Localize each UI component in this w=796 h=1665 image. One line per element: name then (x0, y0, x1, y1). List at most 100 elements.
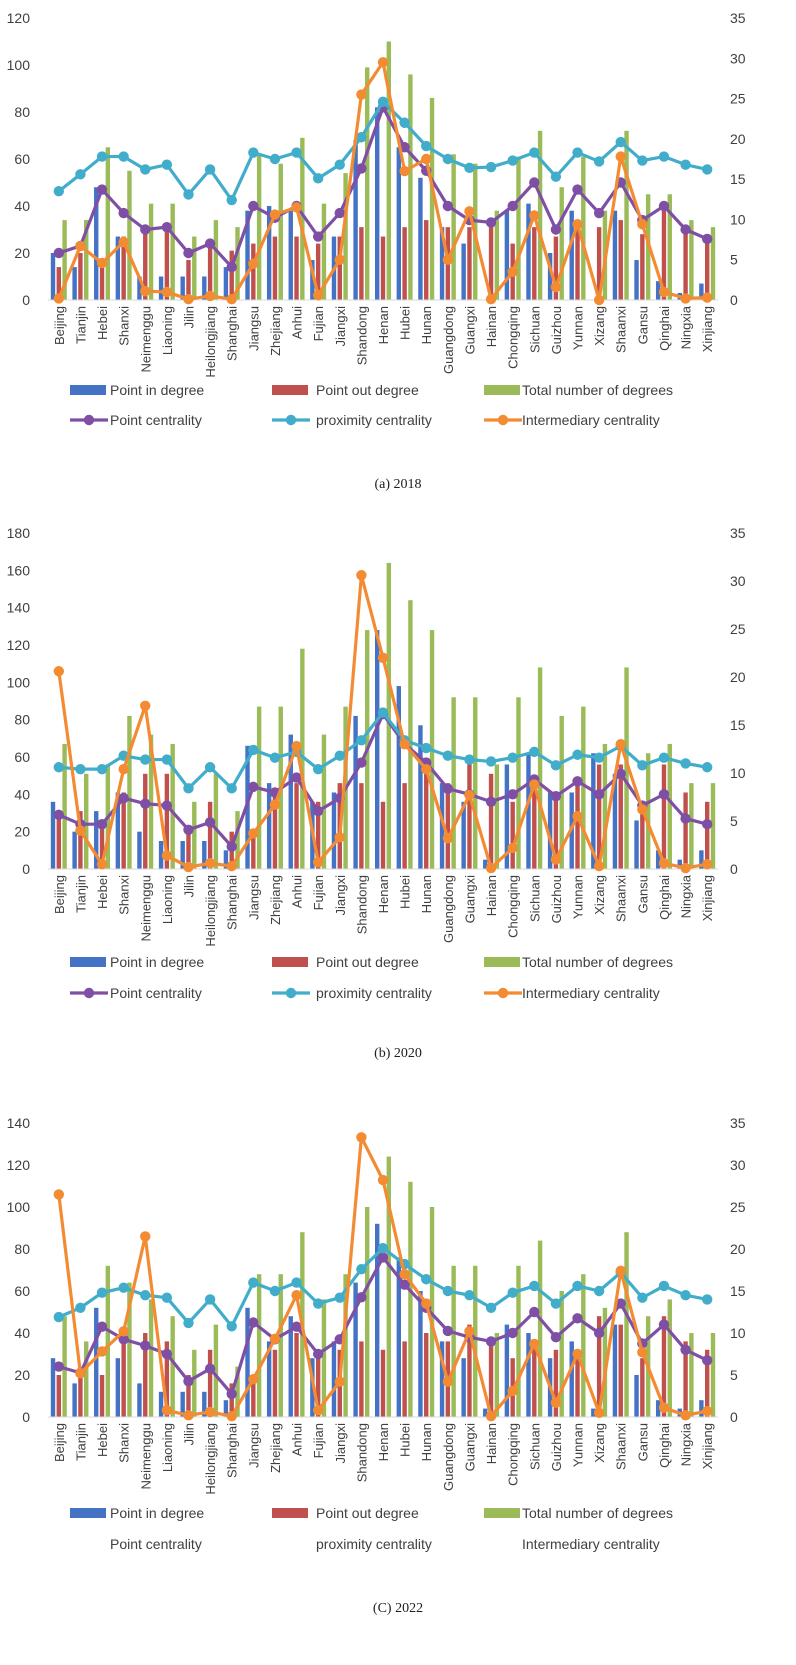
point-proximity-centrality-hebei (96, 151, 108, 162)
right-tick-label: 15 (730, 1283, 746, 1299)
point-intermediary-centrality-ningxia (680, 862, 691, 874)
bar-point-in-degree-jiangsu (245, 1307, 250, 1417)
bar-point-in-degree-fujian (310, 260, 315, 300)
bar-total-number-of-degrees-shandong (364, 67, 370, 300)
bar-point-in-degree-jiangsu (245, 210, 250, 300)
point-proximity-centrality-tianjin (75, 169, 86, 180)
bar-point-out-degree-sichuan (532, 1341, 537, 1417)
bar-point-in-degree-heilongjiang (202, 1391, 207, 1417)
point-proximity-centrality-liaoning (161, 754, 173, 765)
point-intermediary-centrality-anhui (291, 1290, 302, 1301)
bar-point-out-degree-tianjin (78, 1375, 83, 1417)
bar-point-in-degree-neimenggu (137, 1383, 142, 1417)
point-point-centrality-heilongjiang (204, 238, 216, 249)
right-tick-label: 15 (730, 171, 746, 187)
bar-point-out-degree-yunnan (575, 783, 580, 869)
bar-total-number-of-degrees-hainan (494, 1333, 500, 1417)
point-intermediary-centrality-yunnan (572, 811, 583, 822)
right-tick-label: 35 (730, 1115, 746, 1131)
legend-swatch-point-out-degree (272, 1508, 308, 1518)
bar-point-in-degree-xinjiang (699, 1400, 704, 1417)
category-label-jiangsu: Jiangsu (246, 1423, 261, 1468)
bar-point-out-degree-hubei (402, 227, 407, 300)
bar-total-number-of-degrees-fujian (321, 734, 327, 869)
legend-marker-intermediary-centrality (497, 987, 509, 999)
point-proximity-centrality-jiangxi (334, 1292, 345, 1303)
bar-total-number-of-degrees-jiangsu (256, 154, 262, 300)
bar-total-number-of-degrees-xizang (602, 1307, 608, 1417)
point-proximity-centrality-guangxi (464, 1290, 475, 1301)
point-intermediary-centrality-hunan (421, 1298, 432, 1309)
point-intermediary-centrality-tianjin (75, 825, 86, 836)
point-intermediary-centrality-chongqing (507, 842, 518, 854)
bar-total-number-of-degrees-heilongjiang (213, 220, 219, 300)
bar-total-number-of-degrees-liaoning (170, 203, 175, 300)
bar-point-in-degree-shaanxi (612, 1324, 618, 1417)
category-label-guizhou: Guizhou (549, 306, 564, 354)
bar-point-out-degree-sichuan (532, 227, 537, 300)
point-point-centrality-guizhou (550, 1332, 562, 1343)
point-intermediary-centrality-liaoning (161, 286, 173, 298)
point-intermediary-centrality-guangdong (442, 833, 454, 844)
point-point-centrality-heilongjiang (204, 817, 216, 828)
bar-point-out-degree-shandong (359, 783, 364, 869)
point-intermediary-centrality-neimenggu (140, 1231, 151, 1242)
left-tick-label: 100 (7, 1199, 31, 1215)
point-intermediary-centrality-guangxi (464, 1326, 475, 1337)
legend-swatch-point-in-degree (70, 385, 106, 395)
bar-point-out-degree-qinghai (661, 203, 667, 300)
legend-label-point-in-degree: Point in degree (110, 954, 204, 970)
point-point-centrality-shanghai (226, 261, 237, 273)
point-intermediary-centrality-shaanxi (615, 1265, 626, 1277)
point-intermediary-centrality-beijing (53, 293, 65, 304)
point-proximity-centrality-guizhou (550, 1298, 562, 1309)
bar-point-in-degree-shandong (353, 1282, 358, 1417)
point-intermediary-centrality-sichuan (529, 210, 540, 221)
category-label-qinghai: Qinghai (657, 875, 672, 920)
bar-total-number-of-degrees-hubei (408, 600, 413, 869)
point-intermediary-centrality-heilongjiang (204, 290, 216, 302)
category-label-guangdong: Guangdong (441, 875, 456, 943)
point-proximity-centrality-fujian (312, 1298, 324, 1309)
bar-point-out-degree-jiangsu (251, 1383, 256, 1417)
point-proximity-centrality-hubei (399, 117, 410, 128)
right-tick-label: 25 (730, 1199, 746, 1215)
bar-total-number-of-degrees-shaanxi (624, 1232, 629, 1417)
point-point-centrality-shandong (356, 163, 367, 174)
point-point-centrality-liaoning (161, 800, 173, 811)
point-proximity-centrality-hainan (485, 161, 497, 173)
point-proximity-centrality-jilin (183, 1317, 194, 1329)
point-intermediary-centrality-qinghai (658, 286, 670, 298)
bar-total-number-of-degrees-jiangsu (256, 1274, 262, 1417)
bar-point-out-degree-hainan (488, 773, 494, 869)
category-label-shaanxi: Shaanxi (614, 875, 629, 922)
legend-label-proximity-centrality: proximity centrality (316, 412, 432, 428)
bar-point-in-degree-henan (375, 630, 380, 869)
bar-point-in-degree-xizang (591, 1408, 596, 1417)
bar-point-out-degree-anhui (294, 783, 299, 869)
bar-point-in-degree-hubei (396, 1257, 402, 1417)
bar-point-in-degree-sichuan (526, 203, 531, 300)
category-label-chongqing: Chongqing (506, 306, 521, 369)
bar-total-number-of-degrees-liaoning (170, 1316, 175, 1417)
category-label-yunnan: Yunnan (571, 875, 586, 919)
category-label-henan: Henan (376, 875, 391, 913)
category-label-ningxia: Ningxia (679, 1422, 694, 1466)
left-tick-label: 40 (14, 786, 30, 802)
point-proximity-centrality-qinghai (658, 1280, 670, 1292)
category-label-shaanxi: Shaanxi (614, 306, 629, 353)
bar-point-in-degree-gansu (634, 820, 639, 869)
point-proximity-centrality-jilin (183, 783, 194, 794)
point-point-centrality-shaanxi (615, 768, 626, 779)
point-proximity-centrality-anhui (291, 147, 302, 158)
point-proximity-centrality-yunnan (572, 1280, 583, 1292)
legend-label-point-out-degree: Point out degree (316, 382, 419, 398)
point-intermediary-centrality-beijing (53, 666, 65, 677)
point-intermediary-centrality-guizhou (550, 854, 562, 865)
bar-point-out-degree-shanxi (121, 1341, 126, 1417)
point-point-centrality-chongqing (507, 200, 518, 212)
point-point-centrality-guangdong (442, 783, 454, 794)
bar-point-out-degree-chongqing (510, 801, 515, 869)
bar-total-number-of-degrees-hainan (494, 764, 500, 869)
bar-total-number-of-degrees-chongqing (516, 156, 521, 300)
